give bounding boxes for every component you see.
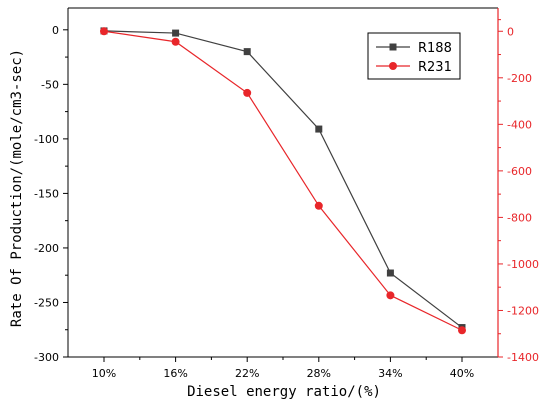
data-point-r188 xyxy=(386,269,394,277)
y-left-tick-label: -200 xyxy=(34,242,59,255)
x-tick-label: 40% xyxy=(450,367,474,380)
data-point-r188 xyxy=(243,48,251,56)
data-point-r188 xyxy=(172,29,180,37)
x-tick-label: 22% xyxy=(235,367,259,380)
series-line-r231 xyxy=(103,30,463,331)
legend-marker-r231 xyxy=(389,62,397,70)
y-right-tick-label: -200 xyxy=(507,72,532,85)
data-point-r231 xyxy=(100,27,108,36)
y-left-tick-label: -100 xyxy=(34,133,59,146)
data-point-r231 xyxy=(243,88,252,97)
legend-entry-r231: R231 xyxy=(376,60,452,75)
legend-box xyxy=(367,32,461,80)
y-left-tick-label: 0 xyxy=(52,24,59,37)
y-right-tick-label: -600 xyxy=(507,165,532,178)
series-line-r188 xyxy=(103,30,463,329)
legend-label-r188: R188 xyxy=(418,41,452,56)
x-tick-label: 16% xyxy=(163,367,187,380)
y-right-tick-label: 0 xyxy=(507,25,514,38)
legend: R188 R231 xyxy=(367,32,461,80)
legend-marker-r188 xyxy=(389,43,397,51)
axes: 10% 16% 22% 28% 34% 40% 0 -50 -100 -150 -200 -250 -3… xyxy=(34,7,539,380)
legend-label-r231: R231 xyxy=(418,60,452,75)
y-left-tick-label: -50 xyxy=(41,78,59,91)
x-axis-title: Diesel energy ratio/(%) xyxy=(187,384,381,400)
data-point-r231 xyxy=(171,37,180,46)
y-axis-title: Rate Of Production/(mole/cm3-sec) xyxy=(9,49,25,327)
y-left-tick-label: -150 xyxy=(34,187,59,200)
legend-entry-r188: R188 xyxy=(376,41,452,56)
x-tick-label: 34% xyxy=(378,367,402,380)
data-point-r188 xyxy=(315,125,323,133)
y-left-tick-label: -300 xyxy=(34,351,59,364)
y-right-tick-label: -800 xyxy=(507,211,532,224)
y-left-tick-label: -250 xyxy=(34,296,59,309)
y-right-tick-label: -1000 xyxy=(507,258,539,271)
y-right-tick-label: -1200 xyxy=(507,304,539,317)
y-right-tick-label: -1400 xyxy=(507,351,539,364)
data-point-r231 xyxy=(386,291,395,300)
data-point-r231 xyxy=(458,326,466,335)
series-layer xyxy=(100,27,466,335)
x-tick-label: 10% xyxy=(92,367,116,380)
data-point-r231 xyxy=(314,201,323,210)
x-tick-label: 28% xyxy=(307,367,331,380)
y-right-tick-label: -400 xyxy=(507,118,532,131)
